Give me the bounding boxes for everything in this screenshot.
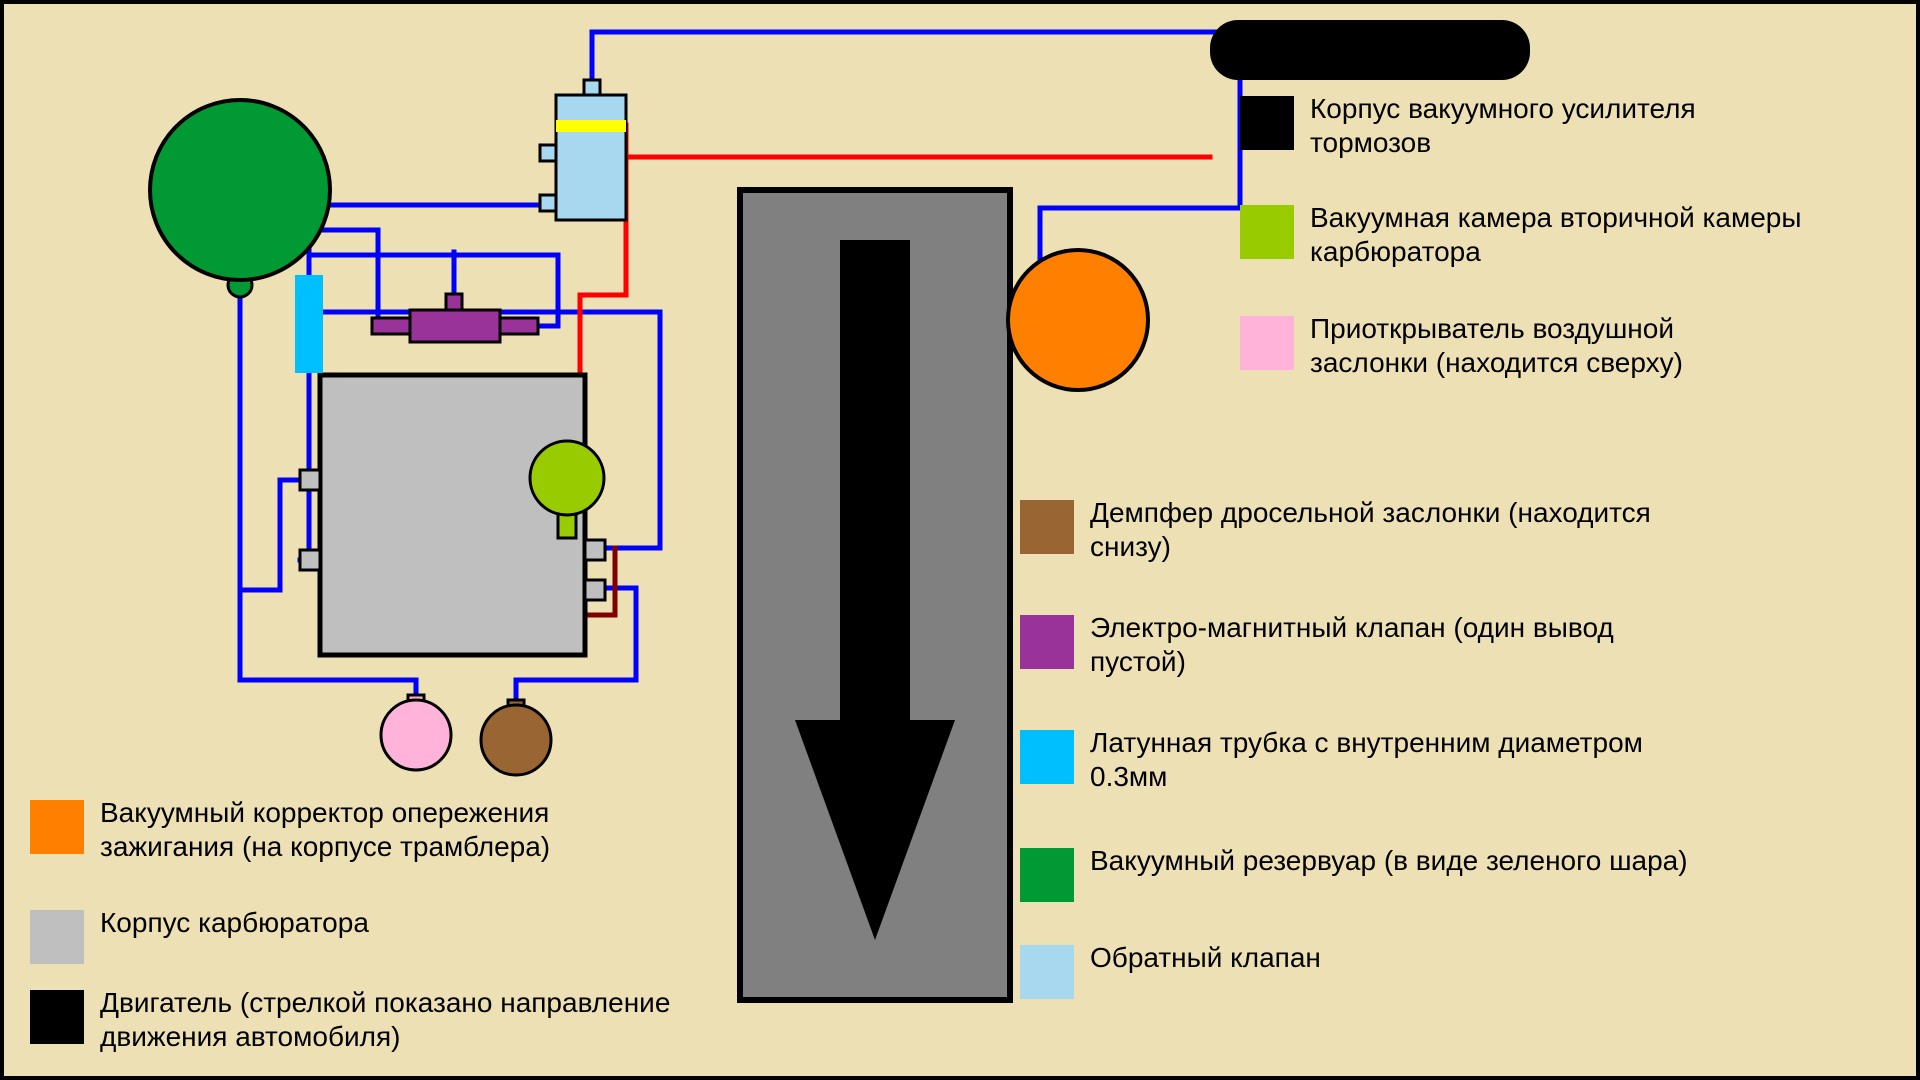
check-valve-port <box>540 195 556 211</box>
pink-opener <box>381 700 451 770</box>
legend-label-purple-valve: Электро-магнитный клапан (один вывод пус… <box>1090 611 1614 679</box>
lime-chamber <box>530 441 604 515</box>
carburetor-port <box>300 550 320 570</box>
carburetor-port <box>585 580 605 600</box>
legend-swatch-cyan-tube <box>1020 730 1074 784</box>
em-valve-arm <box>372 318 410 334</box>
check-valve-port <box>540 145 556 161</box>
carburetor-body <box>320 375 585 655</box>
legend-label-cyan-tube: Латунная трубка с внутренним диаметром 0… <box>1090 726 1643 794</box>
legend-swatch-brown-damper <box>1020 500 1074 554</box>
legend-label-orange-advance: Вакуумный корректор опережения зажигания… <box>100 796 550 864</box>
legend-swatch-grey-carb <box>30 910 84 964</box>
carburetor-port <box>300 470 320 490</box>
legend-label-grey-carb: Корпус карбюратора <box>100 906 369 940</box>
legend-label-black-engine: Двигатель (стрелкой показано направление… <box>100 986 670 1054</box>
vacuum-advance <box>1008 250 1148 390</box>
legend-label-green-reservoir: Вакуумный резервуар (в виде зеленого шар… <box>1090 844 1688 878</box>
brass-tube <box>295 275 323 373</box>
legend-swatch-orange-advance <box>30 800 84 854</box>
legend-swatch-lime-chamber <box>1240 205 1294 259</box>
legend-label-lightblue-check: Обратный клапан <box>1090 941 1321 975</box>
brown-damper <box>481 705 551 775</box>
check-valve-strip <box>556 120 626 132</box>
legend-swatch-purple-valve <box>1020 615 1074 669</box>
diagram-stage: Корпус вакуумного усилителя тормозов Ваку… <box>0 0 1920 1080</box>
legend-swatch-green-reservoir <box>1020 848 1074 902</box>
em-valve-arm <box>500 318 538 334</box>
legend-swatch-black-engine <box>30 990 84 1044</box>
legend-swatch-brake-booster <box>1240 96 1294 150</box>
legend-label-lime-chamber: Вакуумная камера вторичной камеры карбюр… <box>1310 201 1801 269</box>
legend-label-brake-booster: Корпус вакуумного усилителя тормозов <box>1310 92 1696 160</box>
legend-label-pink-opener: Приоткрыватель воздушной заслонки (наход… <box>1310 312 1683 380</box>
carburetor-port <box>585 540 605 560</box>
legend-swatch-pink-opener <box>1240 316 1294 370</box>
check-valve-body <box>556 95 626 220</box>
green-reservoir <box>150 100 330 280</box>
legend-swatch-lightblue-check <box>1020 945 1074 999</box>
em-valve-body <box>410 310 500 342</box>
direction-arrow-shaft <box>840 240 910 720</box>
legend-label-brown-damper: Демпфер дросельной заслонки (находится с… <box>1090 496 1651 564</box>
brake-booster-body <box>1210 20 1530 80</box>
